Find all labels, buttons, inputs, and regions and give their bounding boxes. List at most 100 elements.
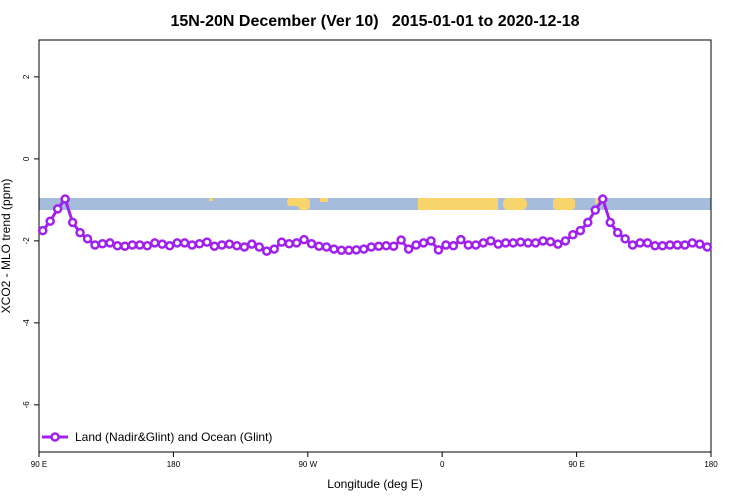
ocean-band bbox=[39, 198, 711, 210]
data-point bbox=[336, 245, 347, 256]
data-point bbox=[627, 240, 638, 250]
data-point bbox=[299, 234, 309, 245]
data-point bbox=[687, 238, 698, 248]
data-point bbox=[426, 236, 436, 246]
data-point bbox=[612, 227, 623, 238]
data-point bbox=[523, 238, 533, 248]
data-point bbox=[351, 245, 362, 255]
x-tick-label: 0 bbox=[440, 460, 445, 469]
data-point bbox=[545, 236, 556, 247]
land-patch bbox=[209, 198, 213, 201]
data-point bbox=[217, 240, 227, 250]
data-point bbox=[127, 240, 138, 250]
data-point bbox=[597, 194, 608, 204]
data-point bbox=[202, 237, 212, 247]
data-point bbox=[530, 238, 541, 248]
data-point bbox=[500, 238, 511, 248]
data-point bbox=[441, 240, 451, 250]
chart-title: 15N-20N December (Ver 10) 2015-01-01 to … bbox=[170, 13, 579, 30]
land-mask bbox=[39, 198, 711, 210]
data-point bbox=[665, 240, 675, 250]
data-point bbox=[45, 216, 55, 226]
land-patch bbox=[298, 198, 310, 210]
data-point bbox=[635, 238, 645, 248]
land-patch bbox=[320, 198, 328, 202]
data-point bbox=[553, 239, 563, 249]
data-point bbox=[381, 241, 391, 251]
data-point bbox=[164, 241, 175, 251]
data-point bbox=[568, 229, 578, 240]
data-point bbox=[105, 238, 115, 248]
data-point bbox=[411, 240, 421, 250]
data-point bbox=[172, 238, 182, 248]
data-point bbox=[695, 239, 705, 249]
x-tick-label: 90 W bbox=[298, 460, 317, 469]
data-point bbox=[90, 240, 100, 250]
data-point bbox=[97, 238, 108, 249]
y-tick-label: 0 bbox=[22, 156, 31, 161]
data-point bbox=[247, 239, 257, 249]
land-patch bbox=[503, 198, 527, 210]
y-tick-label: -6 bbox=[22, 401, 31, 409]
data-point bbox=[508, 238, 518, 248]
data-point bbox=[359, 244, 369, 254]
data-point bbox=[366, 242, 377, 252]
data-point bbox=[224, 239, 235, 249]
data-point bbox=[187, 240, 197, 250]
land-patch bbox=[418, 198, 498, 210]
data-point bbox=[373, 241, 384, 251]
data-point bbox=[403, 244, 414, 254]
data-point bbox=[642, 238, 653, 248]
x-tick-label: 90 E bbox=[31, 460, 47, 469]
data-point bbox=[157, 239, 167, 249]
data-point bbox=[471, 240, 481, 250]
data-point bbox=[306, 238, 317, 249]
data-point bbox=[448, 241, 459, 251]
data-point bbox=[75, 227, 85, 238]
data-point bbox=[112, 241, 123, 251]
data-point bbox=[702, 242, 713, 252]
data-point bbox=[314, 241, 324, 251]
data-point bbox=[388, 241, 399, 251]
data-point bbox=[680, 240, 690, 250]
legend: Land (Nadir&Glint) and Ocean (Glint) bbox=[42, 430, 272, 444]
data-point bbox=[575, 225, 586, 236]
data-point bbox=[493, 239, 503, 249]
data-point bbox=[657, 241, 668, 251]
y-tick-label: 2 bbox=[22, 74, 31, 79]
x-axis-label: Longitude (deg E) bbox=[327, 477, 422, 491]
data-point bbox=[344, 245, 354, 256]
data-point bbox=[60, 194, 70, 204]
data-point bbox=[284, 238, 294, 249]
data-point bbox=[135, 240, 145, 250]
data-point bbox=[620, 234, 630, 244]
data-point bbox=[321, 242, 332, 252]
data-point bbox=[261, 246, 272, 256]
data-point bbox=[485, 236, 496, 246]
data-point bbox=[149, 238, 160, 248]
data-point bbox=[276, 237, 287, 247]
data-point bbox=[82, 234, 93, 244]
data-point bbox=[463, 240, 474, 250]
data-point bbox=[254, 242, 265, 252]
y-axis-label: XCO2 - MLO trend (ppm) bbox=[0, 179, 13, 314]
data-point bbox=[291, 238, 302, 248]
data-point bbox=[269, 244, 279, 254]
data-point bbox=[52, 204, 63, 214]
y-tick-label: -2 bbox=[22, 237, 31, 245]
data-point bbox=[194, 238, 205, 249]
data-point bbox=[672, 240, 683, 250]
data-point bbox=[605, 217, 615, 228]
legend-label: Land (Nadir&Glint) and Ocean (Glint) bbox=[75, 430, 272, 444]
data-point bbox=[583, 217, 593, 228]
data-point bbox=[478, 238, 489, 248]
data-point bbox=[456, 234, 466, 245]
x-tick-label: 90 E bbox=[568, 460, 584, 469]
data-point bbox=[329, 244, 339, 254]
x-tick-label: 180 bbox=[704, 460, 718, 469]
data-point bbox=[179, 238, 190, 248]
data-point bbox=[67, 217, 78, 228]
data-point bbox=[37, 225, 48, 236]
data-point bbox=[120, 241, 130, 251]
